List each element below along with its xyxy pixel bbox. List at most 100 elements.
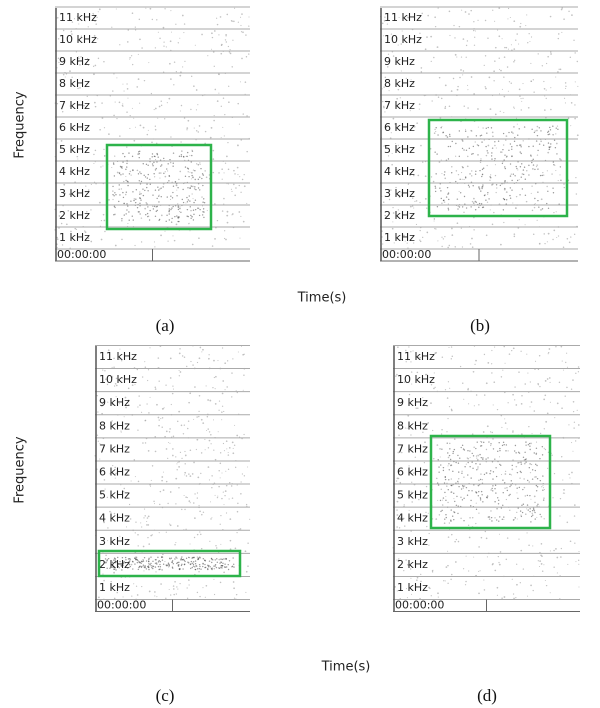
call-dot [463, 520, 464, 521]
noise-dot [437, 240, 438, 241]
noise-dot [499, 564, 501, 566]
noise-dot [245, 81, 247, 83]
noise-dot [526, 170, 527, 171]
noise-dot [546, 63, 547, 64]
noise-dot [511, 174, 512, 175]
call-dot [155, 566, 156, 567]
noise-dot [489, 77, 491, 79]
noise-dot [170, 377, 172, 379]
noise-dot [102, 165, 103, 166]
call-dot [456, 496, 457, 497]
noise-dot [461, 471, 462, 472]
noise-dot [225, 163, 226, 164]
noise-dot [570, 57, 571, 58]
call-dot [519, 487, 520, 488]
call-dot [492, 485, 493, 486]
call-dot [469, 186, 470, 187]
call-dot [167, 163, 168, 164]
noise-dot [463, 477, 464, 478]
noise-dot [575, 177, 576, 178]
noise-dot [227, 211, 229, 213]
noise-dot [61, 223, 62, 224]
call-dot [140, 562, 141, 563]
noise-dot [154, 176, 155, 177]
frequency-label: 5 kHz [99, 489, 130, 502]
call-dot [435, 191, 436, 192]
call-dot [211, 558, 212, 559]
noise-dot [212, 387, 213, 388]
noise-dot [574, 52, 575, 53]
call-dot [489, 516, 490, 517]
noise-dot [567, 564, 568, 565]
noise-dot [478, 592, 480, 594]
call-dot [156, 161, 157, 162]
frequency-label: 2 kHz [59, 209, 90, 222]
noise-dot [185, 463, 186, 464]
call-dot [503, 133, 504, 134]
noise-dot [492, 432, 493, 433]
noise-dot [183, 32, 184, 33]
noise-dot [568, 117, 569, 118]
noise-dot [473, 447, 475, 449]
noise-dot [545, 580, 546, 581]
noise-dot [206, 585, 208, 587]
noise-dot [132, 12, 134, 14]
call-dot [440, 500, 441, 501]
noise-dot [193, 198, 194, 199]
call-dot [181, 556, 182, 557]
call-dot [457, 455, 458, 456]
noise-dot [229, 518, 231, 520]
noise-dot [437, 500, 438, 501]
noise-dot [139, 213, 141, 215]
call-dot [163, 564, 164, 565]
call-dot [536, 485, 537, 486]
noise-dot [247, 565, 249, 567]
noise-dot [189, 155, 190, 156]
frequency-label: 11 kHz [59, 11, 97, 24]
call-dot [125, 213, 126, 214]
call-dot [525, 462, 526, 463]
call-dot [484, 195, 485, 196]
noise-dot [411, 594, 412, 595]
noise-dot [177, 525, 179, 527]
noise-dot [102, 573, 103, 574]
noise-dot [116, 118, 117, 119]
noise-dot [181, 509, 182, 510]
noise-dot [114, 155, 115, 156]
noise-dot [235, 547, 237, 549]
noise-dot [561, 346, 563, 348]
noise-dot [170, 136, 171, 137]
call-dot [143, 195, 144, 196]
frequency-label: 1 kHz [99, 581, 130, 594]
noise-dot [146, 524, 148, 526]
noise-dot [399, 527, 400, 528]
call-dot [516, 145, 517, 146]
noise-dot [554, 417, 555, 418]
noise-dot [225, 239, 227, 241]
call-dot [202, 214, 203, 215]
noise-dot [99, 202, 101, 204]
call-dot [481, 141, 482, 142]
noise-dot [460, 518, 461, 519]
noise-dot [550, 53, 552, 55]
call-dot [134, 563, 135, 564]
noise-dot [528, 107, 530, 109]
call-dot [515, 207, 516, 208]
noise-dot [456, 170, 457, 171]
noise-dot [571, 442, 572, 443]
noise-dot [444, 522, 446, 524]
noise-dot [166, 448, 168, 450]
frequency-label: 3 kHz [384, 187, 415, 200]
noise-dot [127, 98, 128, 99]
noise-dot [77, 159, 78, 160]
noise-dot [206, 430, 207, 431]
call-dot [528, 146, 529, 147]
noise-dot [165, 384, 166, 385]
noise-dot [141, 241, 142, 242]
noise-dot [173, 84, 174, 85]
noise-dot [461, 172, 462, 173]
noise-dot [555, 170, 556, 171]
noise-dot [237, 174, 238, 175]
call-dot [487, 495, 488, 496]
noise-dot [511, 44, 512, 45]
